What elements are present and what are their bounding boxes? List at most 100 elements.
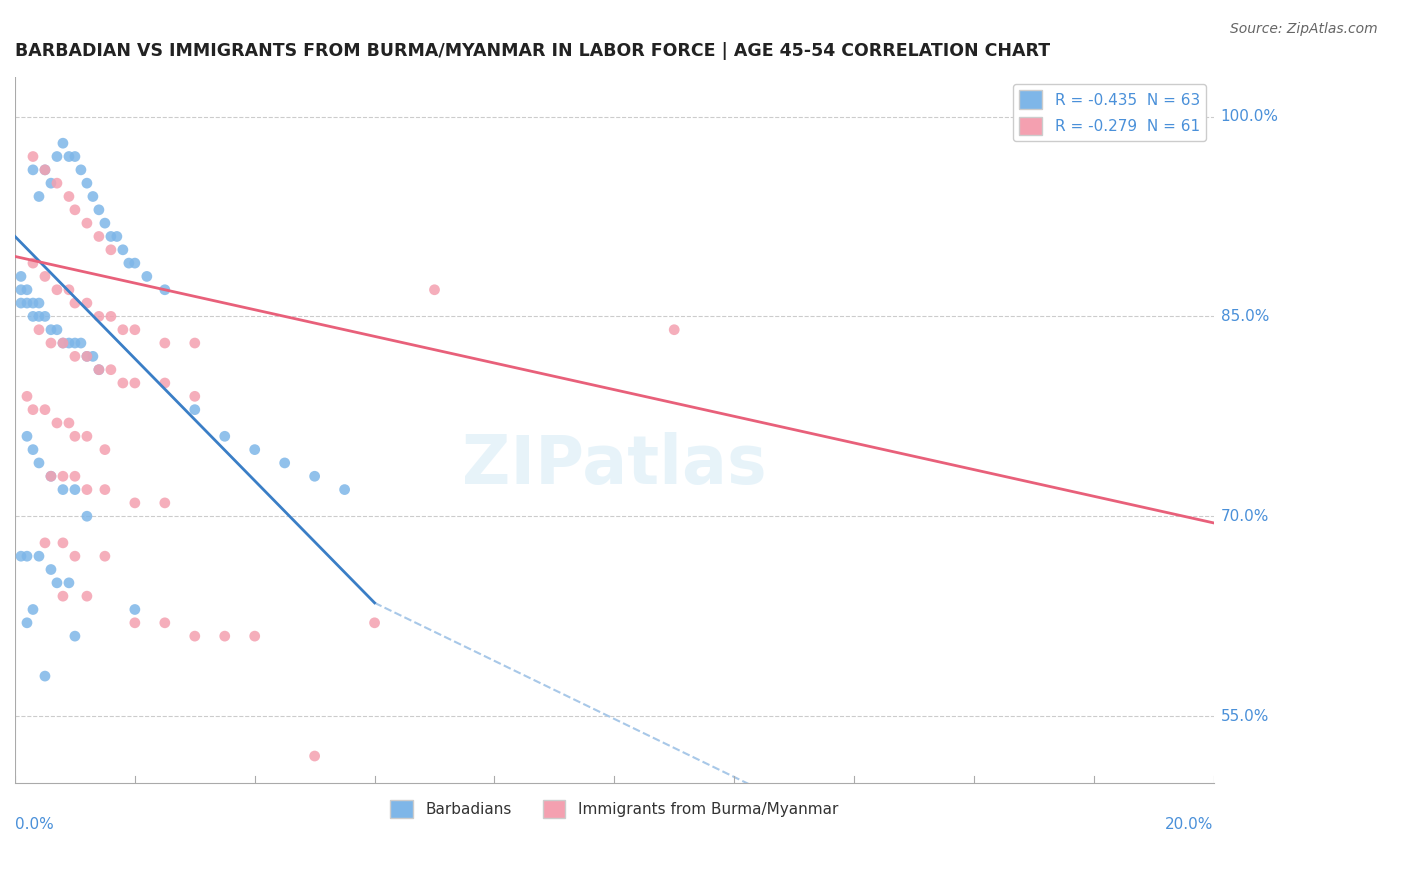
Point xyxy=(363,615,385,630)
Point xyxy=(39,323,62,337)
Point xyxy=(82,350,104,364)
Point xyxy=(28,323,51,337)
Point xyxy=(34,269,56,284)
Point xyxy=(39,176,62,190)
Point xyxy=(15,283,38,297)
Point xyxy=(28,549,51,564)
Point xyxy=(46,149,69,163)
Point xyxy=(10,296,32,310)
Text: 0.0%: 0.0% xyxy=(15,817,53,832)
Point xyxy=(153,496,176,510)
Point xyxy=(52,483,75,497)
Point xyxy=(76,176,98,190)
Point xyxy=(21,149,44,163)
Point xyxy=(153,615,176,630)
Point xyxy=(87,310,110,324)
Point xyxy=(243,442,266,457)
Text: 70.0%: 70.0% xyxy=(1220,508,1268,524)
Text: 20.0%: 20.0% xyxy=(1166,817,1213,832)
Point xyxy=(153,283,176,297)
Point xyxy=(52,536,75,550)
Point xyxy=(273,456,295,470)
Point xyxy=(39,336,62,351)
Point xyxy=(58,283,80,297)
Point xyxy=(52,336,75,351)
Point xyxy=(34,669,56,683)
Point xyxy=(46,323,69,337)
Point xyxy=(76,350,98,364)
Point xyxy=(21,296,44,310)
Text: BARBADIAN VS IMMIGRANTS FROM BURMA/MYANMAR IN LABOR FORCE | AGE 45-54 CORRELATIO: BARBADIAN VS IMMIGRANTS FROM BURMA/MYANM… xyxy=(15,42,1050,60)
Point xyxy=(10,283,32,297)
Point xyxy=(21,402,44,417)
Point xyxy=(58,575,80,590)
Point xyxy=(118,256,141,270)
Point xyxy=(100,229,122,244)
Point xyxy=(87,202,110,217)
Point xyxy=(15,615,38,630)
Point xyxy=(184,389,207,403)
Point xyxy=(135,269,157,284)
Point xyxy=(39,562,62,576)
Point xyxy=(15,549,38,564)
Point xyxy=(63,429,86,443)
Point xyxy=(28,296,51,310)
Point xyxy=(46,416,69,430)
Point xyxy=(21,602,44,616)
Point xyxy=(105,229,128,244)
Point xyxy=(52,336,75,351)
Point xyxy=(214,629,236,643)
Point xyxy=(63,549,86,564)
Point xyxy=(21,256,44,270)
Point xyxy=(28,189,51,203)
Point xyxy=(21,162,44,177)
Point xyxy=(333,483,356,497)
Point xyxy=(63,483,86,497)
Point xyxy=(58,416,80,430)
Point xyxy=(76,350,98,364)
Point xyxy=(124,496,146,510)
Point xyxy=(39,469,62,483)
Point xyxy=(94,549,117,564)
Text: 55.0%: 55.0% xyxy=(1220,708,1268,723)
Point xyxy=(82,189,104,203)
Point xyxy=(304,469,326,483)
Point xyxy=(76,216,98,230)
Point xyxy=(76,589,98,603)
Point xyxy=(124,376,146,390)
Point xyxy=(124,615,146,630)
Point xyxy=(76,296,98,310)
Point xyxy=(423,283,446,297)
Point xyxy=(214,429,236,443)
Point xyxy=(124,323,146,337)
Text: 100.0%: 100.0% xyxy=(1220,109,1278,124)
Point xyxy=(63,202,86,217)
Point xyxy=(94,216,117,230)
Point xyxy=(34,162,56,177)
Point xyxy=(63,296,86,310)
Point xyxy=(15,389,38,403)
Point xyxy=(28,456,51,470)
Point xyxy=(58,189,80,203)
Point xyxy=(111,243,134,257)
Point xyxy=(28,310,51,324)
Point xyxy=(63,469,86,483)
Point xyxy=(34,536,56,550)
Point xyxy=(52,136,75,151)
Point xyxy=(46,575,69,590)
Point xyxy=(63,350,86,364)
Point xyxy=(124,602,146,616)
Point xyxy=(46,283,69,297)
Point xyxy=(34,310,56,324)
Point xyxy=(70,336,93,351)
Point xyxy=(124,256,146,270)
Point xyxy=(52,469,75,483)
Point xyxy=(94,483,117,497)
Point xyxy=(21,442,44,457)
Point xyxy=(76,509,98,524)
Point xyxy=(10,549,32,564)
Point xyxy=(87,362,110,376)
Point xyxy=(63,336,86,351)
Point xyxy=(76,429,98,443)
Text: ZIPatlas: ZIPatlas xyxy=(463,432,766,498)
